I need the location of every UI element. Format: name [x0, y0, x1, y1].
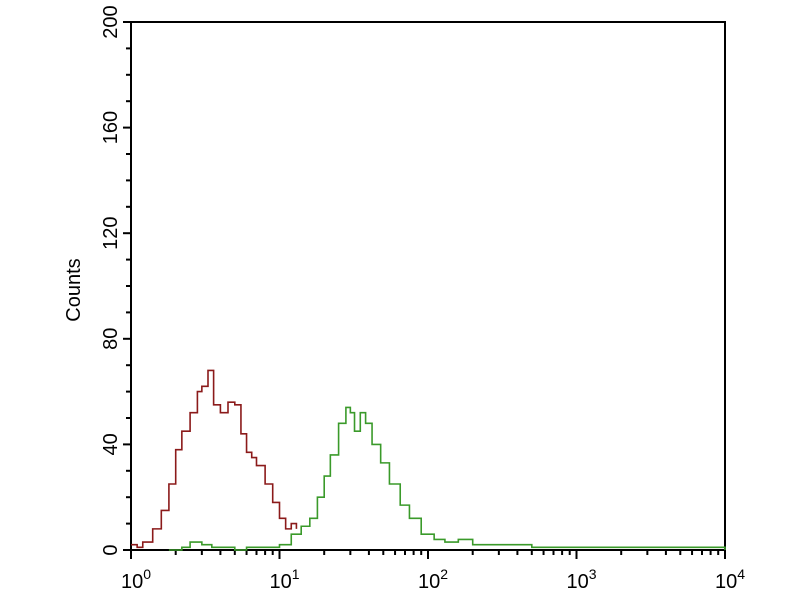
- y-axis-label: Counts: [63, 258, 85, 321]
- y-tick-label: 40: [100, 433, 122, 455]
- y-tick-label: 80: [100, 328, 122, 350]
- x-tick-label: 100: [121, 566, 151, 593]
- x-tick-label: 104: [715, 566, 745, 593]
- x-tick-label: 103: [567, 566, 597, 593]
- y-tick-label: 200: [100, 5, 122, 38]
- y-tick-label: 120: [100, 217, 122, 250]
- x-tick-label: 102: [418, 566, 448, 593]
- y-tick-label: 0: [100, 544, 122, 555]
- series-line-1: [131, 369, 298, 549]
- plot-frame: [130, 21, 726, 551]
- y-tick-label: 160: [100, 111, 122, 144]
- series-line-2: [168, 406, 726, 551]
- x-tick-label: 101: [270, 566, 300, 593]
